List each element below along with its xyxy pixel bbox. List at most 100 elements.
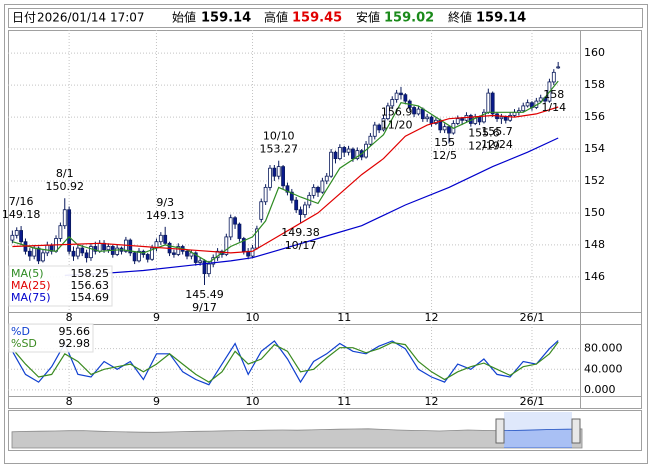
- candle-body: [19, 230, 23, 243]
- candle-body: [58, 225, 63, 239]
- candle-body: [163, 234, 168, 244]
- legend-name: MA(25): [11, 279, 51, 292]
- header-box: [8, 8, 643, 28]
- candle-body: [556, 66, 561, 69]
- navigator-handle[interactable]: [495, 418, 505, 444]
- candle-body: [198, 260, 203, 263]
- candle-body: [337, 147, 342, 160]
- candle-body: [368, 135, 373, 145]
- candle-body: [289, 191, 294, 201]
- annotation-price: 150.92: [46, 180, 85, 193]
- candle-body: [202, 260, 207, 275]
- candle-body: [115, 247, 120, 255]
- legend-name: %SD: [11, 337, 37, 350]
- candle-body: [281, 166, 285, 187]
- candle-body: [132, 252, 137, 262]
- legend-box: [8, 323, 94, 353]
- candle-body: [62, 209, 67, 227]
- candle-body: [394, 92, 399, 100]
- candle-body: [89, 246, 93, 259]
- legend-value: 92.98: [59, 337, 91, 350]
- candle-body: [420, 108, 425, 120]
- candle-body: [272, 167, 277, 177]
- candle-body: [80, 247, 85, 254]
- candle-body: [41, 252, 45, 262]
- header-high: 159.45: [292, 11, 342, 26]
- x-tick-label: 8: [66, 395, 73, 408]
- candle-body: [385, 105, 390, 120]
- candle-body: [176, 246, 181, 255]
- candle-body: [342, 147, 347, 153]
- candle-body: [145, 254, 150, 260]
- legend-value: 158.25: [71, 267, 110, 280]
- legend-box: [8, 265, 113, 307]
- y-tick-label: 150: [584, 206, 605, 219]
- header-close: 159.14: [476, 11, 526, 26]
- x-tick-label: 10: [246, 311, 260, 324]
- candle-body: [460, 118, 465, 121]
- candle-body: [172, 252, 176, 255]
- candle-body: [324, 175, 329, 182]
- legend-value: 95.66: [59, 325, 91, 338]
- candle-body: [303, 204, 307, 215]
- x-tick-label: 26/1: [520, 395, 545, 408]
- candle-body: [285, 185, 290, 193]
- candle-body: [263, 186, 268, 203]
- candle-body: [150, 247, 154, 260]
- candle-body: [538, 97, 543, 102]
- candle-body: [316, 186, 320, 193]
- navigator-handle[interactable]: [571, 418, 581, 444]
- candle-body: [128, 239, 133, 254]
- series-line: [12, 106, 559, 254]
- candle-body: [455, 118, 460, 124]
- stoch-panel: [8, 324, 642, 409]
- candle-body: [67, 209, 72, 252]
- candle-body: [333, 151, 338, 160]
- candle-body: [106, 246, 111, 251]
- y-tick-label: 152: [584, 174, 605, 187]
- header-open: 159.14: [201, 11, 251, 26]
- candle-body: [403, 94, 408, 102]
- annotation-date: 11/20: [381, 119, 413, 132]
- legend-value: 154.69: [71, 291, 110, 304]
- x-tick-label: 11: [337, 395, 351, 408]
- candle-body: [390, 99, 395, 107]
- candle-body: [377, 124, 382, 131]
- series-line: [11, 341, 559, 383]
- annotation-price: 156.9: [381, 106, 413, 119]
- header-label: 日付: [12, 11, 36, 25]
- candle-body: [551, 71, 556, 83]
- header-label: 終値: [448, 10, 472, 25]
- candle-body: [158, 234, 163, 243]
- candle-body: [185, 250, 189, 257]
- candle-body: [429, 116, 434, 124]
- candle-body: [97, 242, 102, 252]
- candle-body: [268, 167, 272, 188]
- candle-body: [508, 115, 513, 121]
- header-label: 安値: [356, 10, 380, 25]
- candle-body: [381, 118, 386, 131]
- candle-body: [233, 217, 237, 225]
- annotation-date: 9/17: [192, 301, 217, 314]
- candle-body: [477, 116, 482, 123]
- candle-body: [259, 201, 264, 220]
- frame: [4, 4, 648, 464]
- candle-body: [442, 126, 447, 131]
- candle-body: [294, 199, 299, 211]
- y-tick-label: 0.000: [584, 383, 616, 396]
- candle-body: [329, 151, 334, 177]
- candle-body: [399, 92, 403, 96]
- header-datetime: 2026/01/14 17:07: [37, 11, 145, 25]
- annotation-date: 9/3: [156, 196, 174, 209]
- candle-body: [425, 116, 430, 120]
- candle-body: [320, 180, 325, 193]
- x-tick-label: 8: [66, 311, 73, 324]
- series-line: [64, 137, 559, 276]
- plot-layer: 146 148 150 152 154 156 158 160 8 9 10 11 12 26/1 7/16…: [2, 30, 623, 449]
- annotation-price: 153.27: [259, 143, 298, 156]
- y-tick-label: 160: [584, 46, 605, 59]
- annotation-price: 155.6: [468, 126, 500, 139]
- x-tick-label: 11: [337, 311, 351, 324]
- annotation-price: 149.38: [281, 226, 320, 239]
